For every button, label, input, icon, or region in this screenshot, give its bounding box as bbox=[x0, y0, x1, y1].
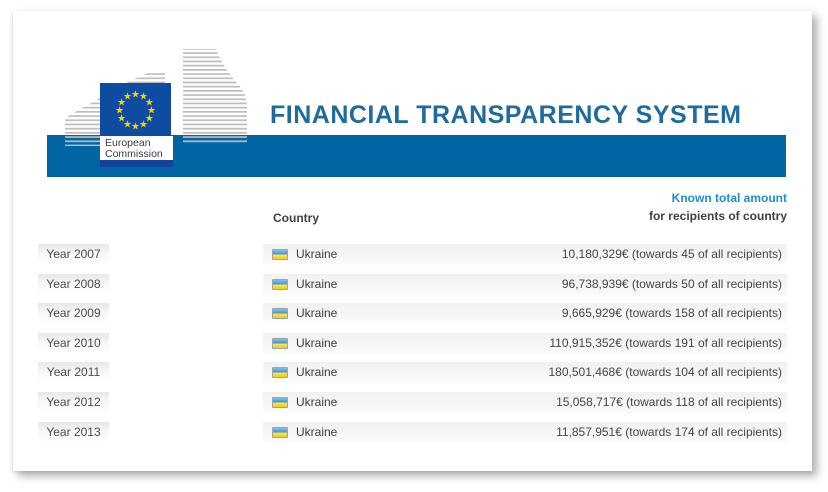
ukraine-flag-icon bbox=[272, 249, 288, 260]
amount-cell: 110,915,352€ (towards 191 of all recipie… bbox=[549, 333, 782, 354]
year-button-2007[interactable]: Year 2007 bbox=[38, 244, 109, 265]
eu-flag-icon: ★ ★ ★ ★ ★ ★ ★ ★ ★ ★ ★ ★ bbox=[100, 83, 171, 136]
recipients-note: (towards 104 of all recipients) bbox=[625, 365, 782, 380]
recipients-note: (towards 158 of all recipients) bbox=[625, 306, 782, 321]
svg-text:★: ★ bbox=[117, 114, 126, 125]
recipients-note: (towards 174 of all recipients) bbox=[625, 424, 782, 439]
table-row: Year 2007 Ukraine 10,180,329€ (towards 4… bbox=[13, 244, 812, 265]
ec-logo-label-line1: European bbox=[105, 137, 151, 149]
country-column-header: Country bbox=[273, 211, 319, 225]
table-row: Year 2010 Ukraine 110,915,352€ (towards … bbox=[13, 332, 812, 354]
amount-cell: 96,738,939€ (towards 50 of all recipient… bbox=[562, 274, 782, 295]
amount-value: 9,665,929€ bbox=[561, 306, 622, 321]
country-name: Ukraine bbox=[296, 394, 338, 409]
content-card: ★ ★ ★ ★ ★ ★ ★ ★ ★ ★ ★ ★ European Commission FI… bbox=[13, 11, 812, 471]
year-button-2013[interactable]: Year 2013 bbox=[38, 421, 109, 443]
table-row: Year 2011 Ukraine 180,501,468€ (towards … bbox=[13, 362, 812, 384]
table-row: Year 2008 Ukraine 96,738,939€ (towards 5… bbox=[13, 273, 812, 295]
ukraine-flag-icon bbox=[272, 396, 288, 408]
recipients-note: (towards 50 of all recipients) bbox=[631, 276, 782, 291]
ec-logo-label: European Commission bbox=[100, 136, 173, 160]
svg-text:★: ★ bbox=[147, 106, 156, 117]
ec-logo-blue-strip bbox=[100, 160, 173, 167]
table-row: Year 2013 Ukraine 11,857,951€ (towards 1… bbox=[13, 421, 812, 443]
country-name: Ukraine bbox=[296, 365, 338, 380]
page-title: FINANCIAL TRANSPARENCY SYSTEM bbox=[270, 101, 742, 129]
amount-header-subtitle: for recipients of country bbox=[648, 209, 787, 223]
row-band: Ukraine 11,857,951€ (towards 174 of all … bbox=[263, 421, 787, 443]
svg-text:★: ★ bbox=[145, 98, 154, 109]
results-table: Year 2007 Ukraine 10,180,329€ (towards 4… bbox=[13, 244, 812, 451]
svg-text:★: ★ bbox=[131, 122, 140, 133]
country-name: Ukraine bbox=[296, 424, 338, 439]
amount-value: 180,501,468€ bbox=[548, 365, 622, 380]
country-name: Ukraine bbox=[296, 306, 338, 321]
amount-value: 10,180,329€ bbox=[561, 247, 629, 261]
amount-cell: 11,857,951€ (towards 174 of all recipien… bbox=[556, 422, 782, 443]
svg-text:★: ★ bbox=[123, 119, 132, 130]
amount-cell: 9,665,929€ (towards 158 of all recipient… bbox=[562, 303, 782, 324]
row-band: Ukraine 96,738,939€ (towards 50 of all r… bbox=[263, 273, 787, 295]
amount-value: 96,738,939€ bbox=[561, 276, 629, 291]
svg-text:★: ★ bbox=[139, 119, 148, 130]
ukraine-flag-icon bbox=[272, 337, 288, 349]
year-button-2012[interactable]: Year 2012 bbox=[38, 391, 109, 413]
recipients-note: (towards 45 of all recipients) bbox=[631, 247, 782, 261]
country-name: Ukraine bbox=[296, 335, 338, 350]
amount-value: 15,058,717€ bbox=[556, 394, 623, 409]
year-button-2008[interactable]: Year 2008 bbox=[38, 273, 109, 295]
svg-text:★: ★ bbox=[115, 106, 124, 117]
ec-logo-label-line2: Commission bbox=[105, 148, 163, 160]
country-name: Ukraine bbox=[296, 247, 338, 261]
row-band: Ukraine 180,501,468€ (towards 104 of all… bbox=[263, 362, 787, 384]
amount-cell: 180,501,468€ (towards 104 of all recipie… bbox=[549, 362, 783, 383]
amount-column-header: Known total amount for recipients of cou… bbox=[649, 189, 787, 225]
year-button-2010[interactable]: Year 2010 bbox=[38, 332, 109, 354]
amount-cell: 10,180,329€ (towards 45 of all recipient… bbox=[562, 244, 782, 265]
ukraine-flag-icon bbox=[272, 426, 288, 438]
ukraine-flag-icon bbox=[272, 367, 288, 379]
amount-cell: 15,058,717€ (towards 118 of all recipien… bbox=[556, 392, 782, 413]
svg-text:★: ★ bbox=[139, 92, 148, 103]
row-band: Ukraine 9,665,929€ (towards 158 of all r… bbox=[263, 303, 787, 325]
known-total-amount-link[interactable]: Known total amount bbox=[671, 191, 787, 205]
row-band: Ukraine 10,180,329€ (towards 45 of all r… bbox=[263, 244, 787, 265]
svg-text:★: ★ bbox=[123, 92, 132, 103]
table-row: Year 2012 Ukraine 15,058,717€ (towards 1… bbox=[13, 391, 812, 413]
eu-stars-icon: ★ ★ ★★ ★★ ★★ ★★ ★★ bbox=[115, 90, 156, 133]
amount-value: 11,857,951€ bbox=[556, 424, 622, 439]
year-button-2009[interactable]: Year 2009 bbox=[38, 303, 109, 325]
year-button-2011[interactable]: Year 2011 bbox=[38, 362, 109, 384]
svg-text:★: ★ bbox=[131, 90, 140, 101]
ukraine-flag-icon bbox=[272, 308, 288, 320]
svg-text:★: ★ bbox=[145, 114, 154, 125]
recipients-note: (towards 191 of all recipients) bbox=[625, 335, 782, 350]
row-band: Ukraine 15,058,717€ (towards 118 of all … bbox=[263, 391, 787, 413]
country-name: Ukraine bbox=[296, 276, 338, 291]
table-row: Year 2009 Ukraine 9,665,929€ (towards 15… bbox=[13, 303, 812, 325]
ukraine-flag-icon bbox=[272, 278, 288, 290]
recipients-note: (towards 118 of all recipients) bbox=[626, 394, 782, 409]
amount-value: 110,915,352€ bbox=[549, 335, 622, 350]
svg-text:★: ★ bbox=[117, 98, 126, 109]
row-band: Ukraine 110,915,352€ (towards 191 of all… bbox=[263, 332, 787, 354]
european-commission-logo: ★ ★ ★ ★ ★ ★ ★ ★ ★ ★ ★ ★ European Commission bbox=[65, 48, 260, 179]
